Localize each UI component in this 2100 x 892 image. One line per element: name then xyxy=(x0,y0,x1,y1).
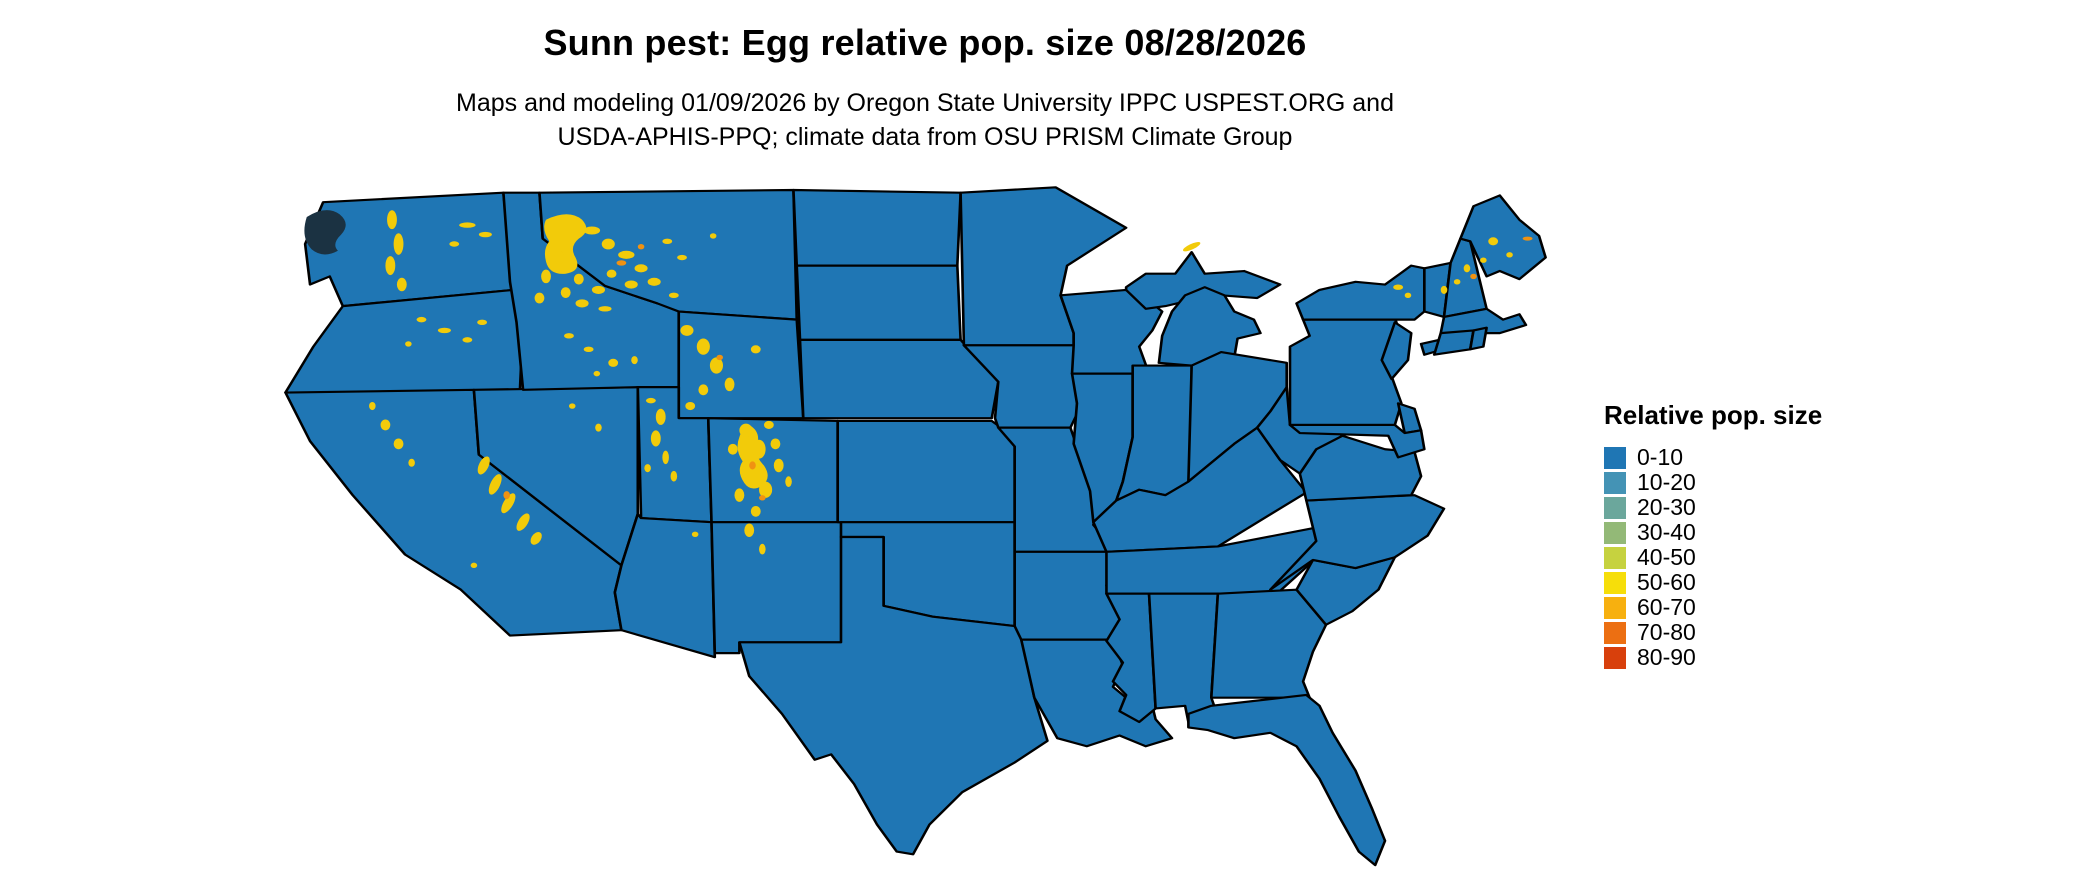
legend-swatch xyxy=(1604,496,1626,519)
legend-label: 30-40 xyxy=(1637,519,1696,545)
state-kansas xyxy=(836,419,1016,524)
map-subtitle-line2: USDA-APHIS-PPQ; climate data from OSU PR… xyxy=(557,123,1293,151)
legend-label: 70-80 xyxy=(1637,619,1696,645)
legend-item: 30-40 xyxy=(1604,520,1822,545)
state-new-hampshire xyxy=(1442,237,1488,319)
legend-swatch xyxy=(1604,596,1626,619)
legend-swatch xyxy=(1604,546,1626,569)
legend-item: 80-90 xyxy=(1604,645,1822,670)
state-delaware xyxy=(1396,402,1423,435)
legend-label: 40-50 xyxy=(1637,544,1696,570)
state-maryland xyxy=(1288,423,1426,459)
state-rhode-island xyxy=(1468,326,1488,351)
state-nebraska xyxy=(798,338,1000,420)
legend-label: 80-90 xyxy=(1637,644,1696,670)
legend-item: 20-30 xyxy=(1604,495,1822,520)
state-wyoming xyxy=(677,310,805,420)
legend-label: 0-10 xyxy=(1637,444,1684,470)
legend-item: 10-20 xyxy=(1604,470,1822,495)
population-hotspots-orange xyxy=(503,236,1533,501)
olympic-mountains-dark-patch xyxy=(304,210,346,255)
state-arizona xyxy=(613,512,717,659)
legend-item: 60-70 xyxy=(1604,595,1822,620)
legend-swatch xyxy=(1604,446,1626,469)
legend-swatch xyxy=(1604,471,1626,494)
legend-item: 40-50 xyxy=(1604,545,1822,570)
state-michigan-upper-peninsula xyxy=(1124,251,1282,310)
legend-item: 50-60 xyxy=(1604,570,1822,595)
state-connecticut xyxy=(1432,329,1475,356)
state-colorado xyxy=(706,417,840,524)
legend-swatch xyxy=(1604,646,1626,669)
state-north-carolina xyxy=(1269,494,1446,591)
legend-swatch xyxy=(1604,621,1626,644)
legend-label: 20-30 xyxy=(1637,494,1696,520)
state-shapes xyxy=(284,186,1547,867)
legend-label: 60-70 xyxy=(1637,594,1696,620)
legend-title: Relative pop. size xyxy=(1604,400,1823,430)
state-oregon xyxy=(284,288,525,394)
state-texas xyxy=(738,535,1049,856)
state-north-dakota xyxy=(792,188,962,267)
state-florida xyxy=(1187,693,1387,867)
state-new-jersey xyxy=(1380,321,1413,381)
state-new-york xyxy=(1295,264,1426,321)
legend-item: 70-80 xyxy=(1604,620,1822,645)
state-south-dakota xyxy=(795,264,962,341)
legend-label: 50-60 xyxy=(1637,569,1696,595)
state-new-mexico xyxy=(710,521,846,655)
population-hotspots-yellow xyxy=(369,210,1513,569)
figure-header: Sunn pest: Egg relative pop. size 08/28/… xyxy=(0,22,1850,154)
legend-swatch xyxy=(1604,571,1626,594)
legend: Relative pop. size 0-10 10-20 20-30 30-4… xyxy=(1604,400,1822,670)
legend-item: 0-10 xyxy=(1604,445,1822,470)
map-title: Sunn pest: Egg relative pop. size 08/28/… xyxy=(543,22,1307,63)
state-alabama xyxy=(1147,592,1220,724)
legend-label: 10-20 xyxy=(1637,469,1696,495)
legend-swatch xyxy=(1604,521,1626,544)
map-subtitle-line1: Maps and modeling 01/09/2026 by Oregon S… xyxy=(456,89,1394,117)
us-choropleth-map xyxy=(284,186,1547,867)
